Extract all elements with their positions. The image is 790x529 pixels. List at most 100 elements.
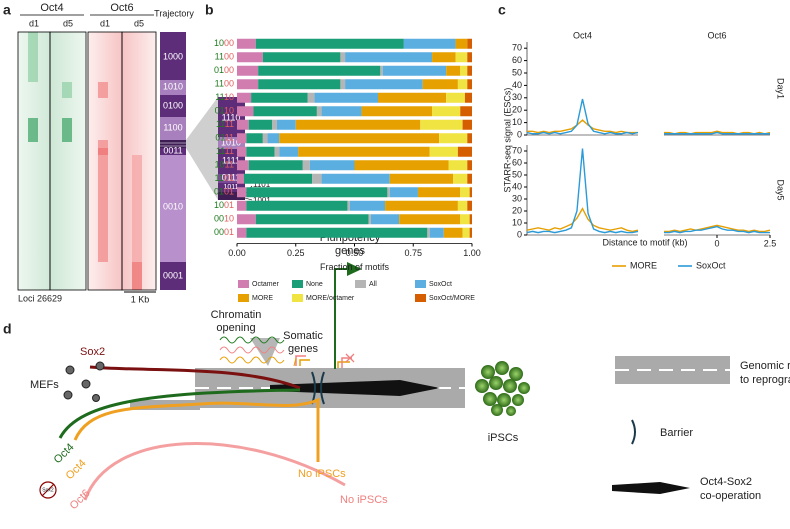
bar-segment (462, 119, 472, 130)
bar-segment (321, 173, 390, 184)
bar-segment (448, 160, 468, 171)
bar-segment (403, 38, 456, 49)
y-tick-label: 50 (512, 169, 522, 179)
line-series (526, 148, 639, 234)
day-label: d5 (63, 18, 73, 28)
bar-segment (455, 38, 468, 49)
zoom-callout: 1001 (253, 196, 271, 205)
bar-segment (321, 106, 362, 117)
bar-segment (248, 160, 303, 171)
legend-label: MORE (252, 295, 273, 302)
bar-segment (460, 106, 472, 117)
bar-segment (361, 106, 433, 117)
day-label: d5 (134, 18, 144, 28)
trajectory-bar (160, 32, 186, 290)
y-tick-label: 30 (512, 92, 522, 102)
legend-label: MORE/octamer (306, 295, 355, 302)
bar-segment (455, 52, 468, 63)
legend-text: Genomic roadmap (740, 360, 790, 372)
zoom-label: 1010 (221, 137, 241, 147)
annotation: genes (335, 245, 365, 257)
legend-label: SoxOct (696, 260, 726, 270)
legend-swatch (238, 294, 249, 302)
bar-segment (467, 133, 472, 144)
bar-segment (432, 52, 456, 63)
bar-segment (399, 214, 461, 225)
legend-label: Octamer (252, 281, 280, 288)
bar-segment (298, 146, 430, 157)
bar-segment (457, 200, 468, 211)
bar-segment (237, 119, 249, 130)
panel-label: c (498, 2, 506, 18)
zoom-label: 0111 (222, 172, 241, 182)
bar-segment (237, 200, 247, 211)
bar-segment (237, 187, 247, 198)
category-label: 1110 (215, 92, 234, 102)
trajectory-label: 1000 (163, 51, 183, 61)
bar-segment (340, 52, 346, 63)
bar-segment (460, 187, 470, 198)
bar-segment (467, 65, 472, 76)
outcome: No iPSCs (340, 494, 388, 506)
bar-segment (272, 119, 277, 130)
legend-swatch (415, 294, 426, 302)
bar-segment (446, 92, 465, 103)
bar-segment (237, 160, 249, 171)
bar-segment (246, 227, 428, 238)
zoom-funnel (186, 97, 218, 200)
bar-segment (246, 200, 348, 211)
zoom-callout: 1101 (253, 180, 271, 189)
bar-segment (276, 119, 296, 130)
panel-label: d (3, 321, 12, 337)
category-label: 0111 (215, 133, 234, 143)
bar-segment (255, 38, 404, 49)
bar-segment (237, 106, 254, 117)
y-tick-label: 20 (512, 205, 522, 215)
bar-segment (453, 173, 468, 184)
y-tick-label: 60 (512, 55, 522, 65)
outcome: No iPSCs (298, 468, 346, 480)
y-tick-label: 40 (512, 80, 522, 90)
annotation: Chromatin (211, 309, 262, 321)
line-series (664, 131, 770, 135)
category-label: 1011 (215, 160, 234, 170)
bar-segment (460, 214, 470, 225)
group-title: Oct4 (40, 2, 63, 14)
y-tick-label: 10 (512, 217, 522, 227)
bar-segment (302, 160, 310, 171)
bar-segment (244, 173, 313, 184)
bar-segment (469, 227, 472, 238)
bar-segment (309, 160, 355, 171)
category-label: 0100 (214, 65, 234, 75)
bar-segment (469, 187, 472, 198)
bar-segment (295, 119, 421, 130)
bar-segment (446, 65, 461, 76)
bar-segment (422, 79, 458, 90)
line-series (526, 207, 639, 233)
y-tick-label: 70 (512, 43, 522, 53)
bar-segment (258, 79, 341, 90)
trajectory-label: 1010 (163, 81, 183, 91)
panel-label: b (205, 2, 214, 18)
trajectory-label: 0100 (163, 100, 183, 110)
bar-segment (345, 52, 433, 63)
category-label: 0010 (214, 214, 234, 224)
y-tick-label: 0 (517, 129, 522, 139)
x-axis-label: Distance to motif (kb) (602, 237, 687, 247)
x-tick-label: 0.50 (346, 248, 364, 258)
annotation: genes (288, 343, 318, 355)
bar-segment (380, 65, 383, 76)
bar-segment (457, 146, 472, 157)
bar-segment (279, 133, 440, 144)
bar-segment (443, 227, 463, 238)
bar-segment (237, 227, 247, 238)
bar-segment (457, 79, 468, 90)
bar-segment (420, 119, 463, 130)
bar-segment (237, 65, 259, 76)
row-title: Day1 (776, 78, 786, 99)
y-tick-label: 70 (512, 145, 522, 155)
roadmap-diagram (39, 262, 730, 501)
bar-segment (237, 214, 256, 225)
line-series (664, 225, 770, 234)
